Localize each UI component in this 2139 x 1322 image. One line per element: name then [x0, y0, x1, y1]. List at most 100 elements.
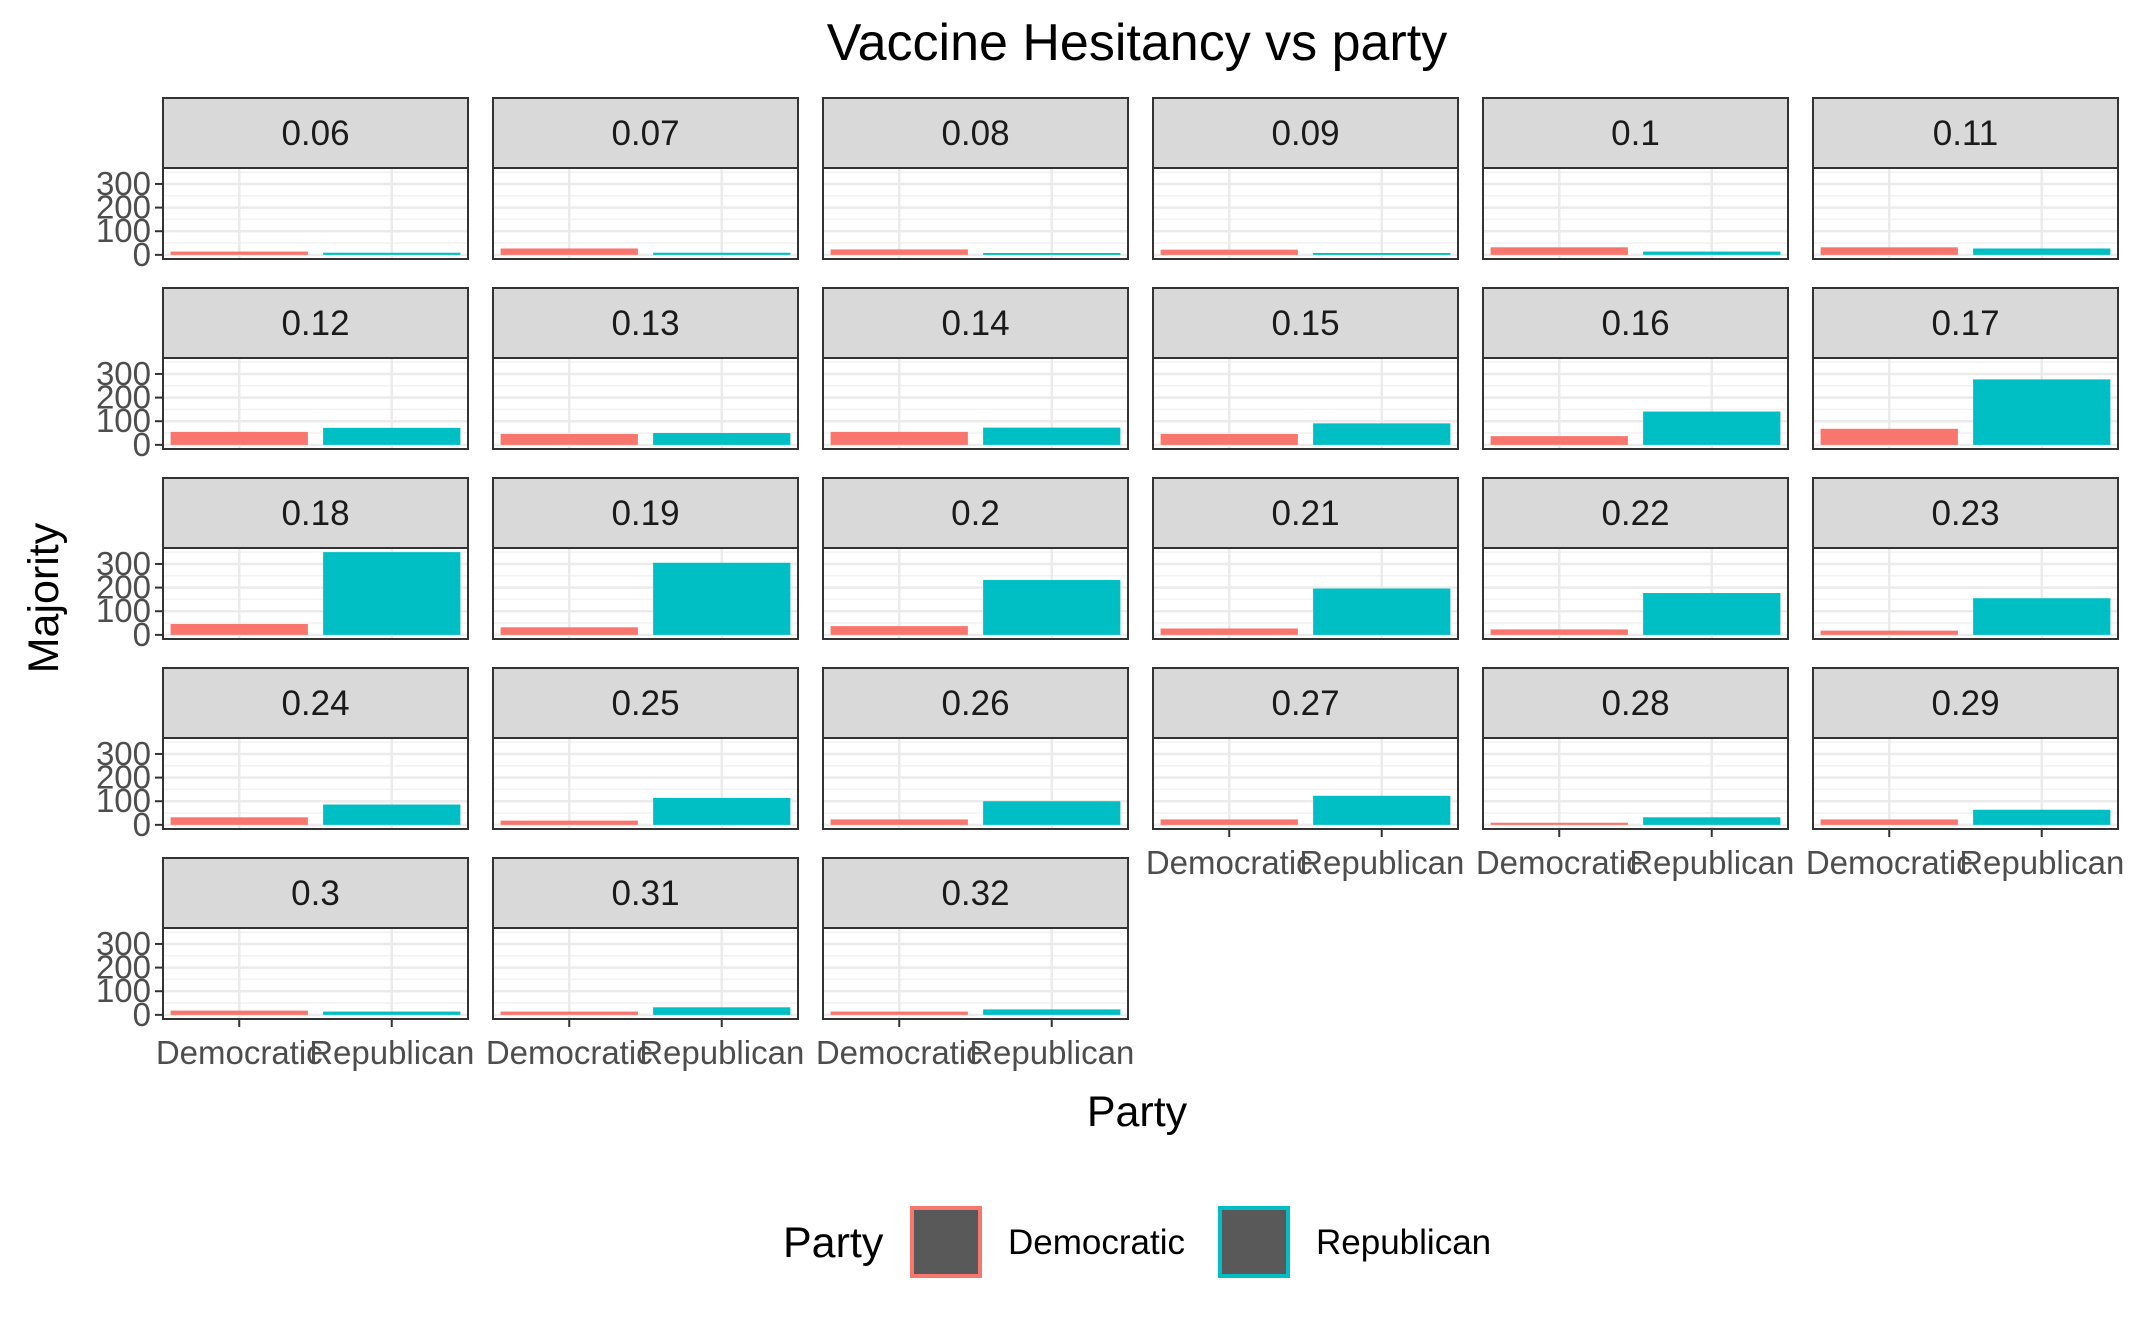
- bar-democratic: [170, 431, 308, 445]
- panel-border: [492, 547, 799, 640]
- legend-label: Democratic: [1008, 1223, 1185, 1262]
- facet-label: 0.26: [941, 684, 1009, 723]
- facet-label: 0.25: [611, 684, 679, 723]
- facet-strip: [822, 477, 1129, 549]
- x-axis-title: Party: [1087, 1088, 1188, 1136]
- facet-panel: 0.09: [1152, 97, 1459, 260]
- panel-border: [1812, 167, 2119, 260]
- panel-border: [162, 167, 469, 260]
- legend-key-republican: [1218, 1206, 1290, 1278]
- panel-border: [822, 357, 1129, 450]
- facet-panel: 0.1: [1482, 97, 1789, 260]
- panel-border: [1152, 167, 1459, 260]
- bar-republican: [323, 804, 461, 825]
- facet-label: 0.32: [941, 874, 1009, 913]
- x-tick-label: Democratic: [1146, 844, 1313, 881]
- facet-label: 0.11: [1933, 114, 1999, 153]
- bar-republican: [323, 552, 461, 635]
- facet-label: 0.09: [1271, 114, 1339, 153]
- facet-label: 0.24: [281, 684, 349, 723]
- bar-republican: [1973, 598, 2111, 635]
- facet-strip: [492, 477, 799, 549]
- bar-republican: [983, 252, 1121, 255]
- bar-republican: [1313, 252, 1451, 255]
- bar-republican: [1973, 248, 2111, 255]
- facet-strip: [492, 667, 799, 739]
- bar-democratic: [1490, 629, 1628, 635]
- bar-republican: [653, 1007, 791, 1015]
- bar-democratic: [500, 433, 638, 445]
- bar-democratic: [500, 820, 638, 825]
- x-tick-label: Democratic: [486, 1034, 653, 1071]
- bar-democratic: [1160, 819, 1298, 825]
- y-tick-label: 300: [96, 545, 151, 582]
- y-tick-label: 0: [133, 236, 151, 273]
- facet-strip: [162, 857, 469, 929]
- x-tick-label: Republican: [969, 1034, 1134, 1071]
- facet-strip: [1812, 667, 2119, 739]
- x-tick-label: Republican: [1629, 844, 1794, 881]
- facet-strip: [162, 477, 469, 549]
- facet-strip: [1812, 477, 2119, 549]
- panel-border: [162, 547, 469, 640]
- x-tick-label: Democratic: [1806, 844, 1973, 881]
- panel-border: [492, 927, 799, 1020]
- facet-strip: [1152, 667, 1459, 739]
- panel-border: [1482, 737, 1789, 830]
- facet-strip: [1482, 97, 1789, 169]
- facet-label: 0.14: [941, 304, 1009, 343]
- panel-border: [822, 737, 1129, 830]
- panel-border: [1482, 357, 1789, 450]
- bar-democratic: [1490, 247, 1628, 255]
- facet-strip: [162, 667, 469, 739]
- facet-panel: 0.14: [822, 287, 1129, 450]
- bar-democratic: [1160, 249, 1298, 255]
- facet-panel: 0.23: [1812, 477, 2119, 640]
- y-tick-label: 300: [96, 925, 151, 962]
- x-tick-label: Democratic: [816, 1034, 983, 1071]
- x-tick-label: Democratic: [156, 1034, 323, 1071]
- bar-democratic: [830, 249, 968, 255]
- x-tick-label: Republican: [1959, 844, 2124, 881]
- legend-label: Republican: [1316, 1223, 1491, 1262]
- panel-border: [822, 927, 1129, 1020]
- bar-republican: [1313, 423, 1451, 445]
- facet-label: 0.16: [1601, 304, 1669, 343]
- panel-border: [492, 737, 799, 830]
- facet-label: 0.28: [1601, 684, 1669, 723]
- y-tick-label: 100: [96, 972, 151, 1009]
- facet-label: 0.27: [1271, 684, 1339, 723]
- panel-border: [1812, 737, 2119, 830]
- panel-background: [1483, 168, 1788, 259]
- y-tick-label: 0: [133, 996, 151, 1033]
- facet-panel: 0.15: [1152, 287, 1459, 450]
- facet-label: 0.15: [1271, 304, 1339, 343]
- panel-border: [1482, 167, 1789, 260]
- bar-republican: [653, 252, 791, 255]
- facet-label: 0.18: [281, 494, 349, 533]
- facet-label: 0.2: [951, 494, 1000, 533]
- facet-strip: [162, 287, 469, 359]
- panel-border: [1152, 547, 1459, 640]
- bar-republican: [983, 427, 1121, 445]
- panel-background: [493, 168, 798, 259]
- bar-democratic: [1820, 630, 1958, 635]
- facet-label: 0.19: [611, 494, 679, 533]
- y-tick-label: 0: [133, 616, 151, 653]
- panel-border: [822, 167, 1129, 260]
- facet-label: 0.08: [941, 114, 1009, 153]
- bar-republican: [983, 801, 1121, 825]
- y-tick-label: 200: [96, 949, 151, 986]
- facet-panel: 0.11: [1812, 97, 2119, 260]
- panel-background: [493, 928, 798, 1019]
- facet-label: 0.12: [281, 304, 349, 343]
- chart-title: Vaccine Hesitancy vs party: [827, 14, 1447, 72]
- facet-strip: [1152, 477, 1459, 549]
- facet-label: 0.07: [611, 114, 679, 153]
- facet-strip: [1812, 97, 2119, 169]
- panel-border: [1482, 547, 1789, 640]
- facet-label: 0.13: [611, 304, 679, 343]
